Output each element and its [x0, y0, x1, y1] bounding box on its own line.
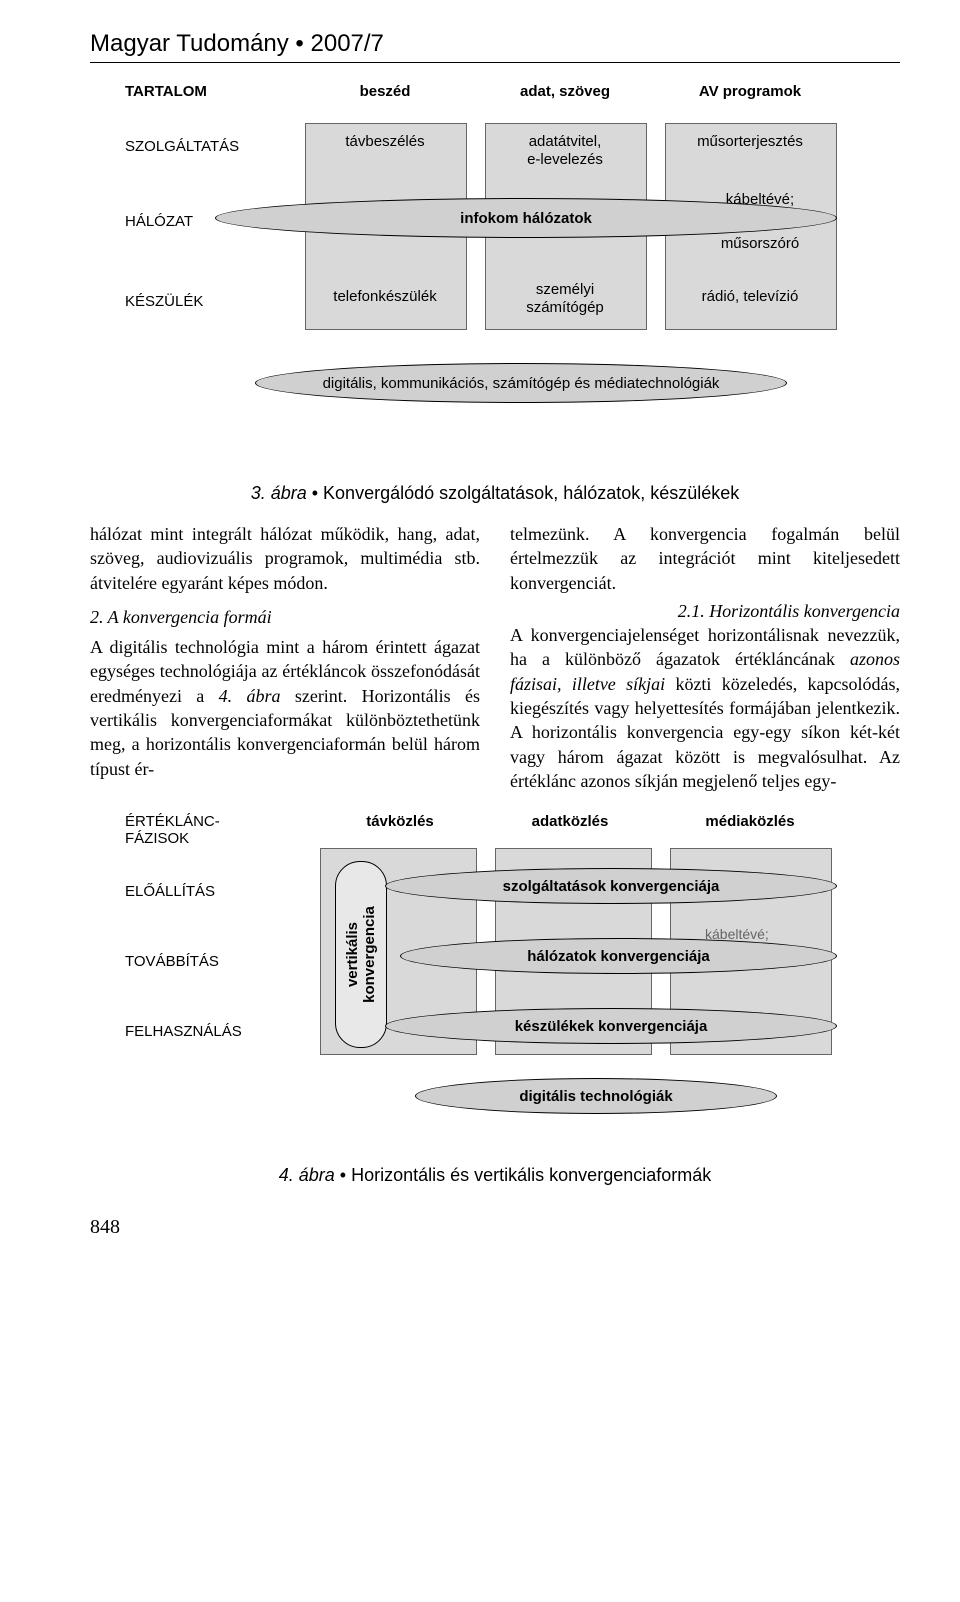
fig3-caption-lead: 3. ábra: [251, 483, 307, 503]
fig3-col-header-1: beszéd: [305, 83, 465, 100]
body-right-column: telmezünk. A konvergencia fogalmán belül…: [510, 522, 900, 793]
fig3-cell-device-1: telefonkészülék: [305, 288, 465, 306]
fig3-col-header-2: adat, szöveg: [485, 83, 645, 100]
body-left-heading: 2. A konvergencia formái: [90, 607, 272, 627]
fig3-caption-rest: • Konvergálódó szolgáltatások, hálózatok…: [307, 483, 740, 503]
figure-4: ÉRTÉKLÁNC- FÁZISOK ELŐÁLLÍTÁS TOVÁBBÍTÁS…: [125, 813, 865, 1153]
fig3-row-label-service: SZOLGÁLTATÁS: [125, 138, 275, 155]
title-rule: [90, 62, 900, 63]
fig3-cell-service-2: adatátvitel, e-levelezés: [485, 133, 645, 169]
fig4-col-header-3: médiaközlés: [670, 813, 830, 830]
figure-4-caption: 4. ábra • Horizontális és vertikális kon…: [90, 1165, 900, 1186]
fig4-row-label-transmission: TOVÁBBÍTÁS: [125, 953, 275, 970]
fig4-col-header-2: adatközlés: [495, 813, 645, 830]
body-left-column: hálózat mint integrált hálózat működik, …: [90, 522, 480, 793]
fig4-ellipse-digital: digitális technológiák: [415, 1078, 777, 1114]
figure-3: TARTALOM beszéd adat, szöveg AV programo…: [125, 83, 865, 463]
fig3-cell-network-3b: műsorszóró: [685, 235, 835, 253]
fig3-row-label-device: KÉSZÜLÉK: [125, 293, 275, 310]
fig3-col-header-3: AV programok: [665, 83, 835, 100]
fig4-vertical-capsule: vertikális konvergencia: [335, 861, 387, 1048]
fig3-ellipse-network: infokom hálózatok: [215, 198, 837, 238]
fig3-cell-service-3: műsorterjesztés: [665, 133, 835, 151]
fig4-vertical-label: vertikális konvergencia: [345, 906, 378, 1003]
fig3-ellipse-technologies: digitális, kommunikációs, számítógép és …: [255, 363, 787, 403]
body-left-p1: hálózat mint integrált hálózat működik, …: [90, 524, 480, 593]
fig3-cell-device-2: személyi számítógép: [485, 281, 645, 317]
fig4-row-label-production: ELŐÁLLÍTÁS: [125, 883, 275, 900]
page-number: 848: [90, 1216, 900, 1239]
fig3-cell-service-1: távbeszélés: [305, 133, 465, 151]
journal-title: Magyar Tudomány • 2007/7: [90, 30, 900, 58]
body-right-p2a: A konvergenciajelenséget horizontálisnak…: [510, 625, 900, 669]
fig4-col-header-1: távközlés: [325, 813, 475, 830]
body-columns: hálózat mint integrált hálózat működik, …: [90, 522, 900, 793]
body-right-p1: telmezünk. A konvergencia fogalmán belül…: [510, 524, 900, 593]
fig4-caption-rest: • Horizontális és vertikális konvergenci…: [335, 1165, 711, 1185]
fig4-caption-lead: 4. ábra: [279, 1165, 335, 1185]
body-left-p2-em: 4. ábra: [219, 686, 281, 706]
fig3-cell-device-3: rádió, televízió: [665, 288, 835, 306]
fig4-row-label-phases: ÉRTÉKLÁNC- FÁZISOK: [125, 813, 275, 847]
fig4-row-label-use: FELHASZNÁLÁS: [125, 1023, 275, 1040]
figure-3-caption: 3. ábra • Konvergálódó szolgáltatások, h…: [90, 483, 900, 504]
body-right-heading: 2.1. Horizontális konvergencia: [678, 601, 900, 621]
fig3-row-label-content: TARTALOM: [125, 83, 275, 100]
